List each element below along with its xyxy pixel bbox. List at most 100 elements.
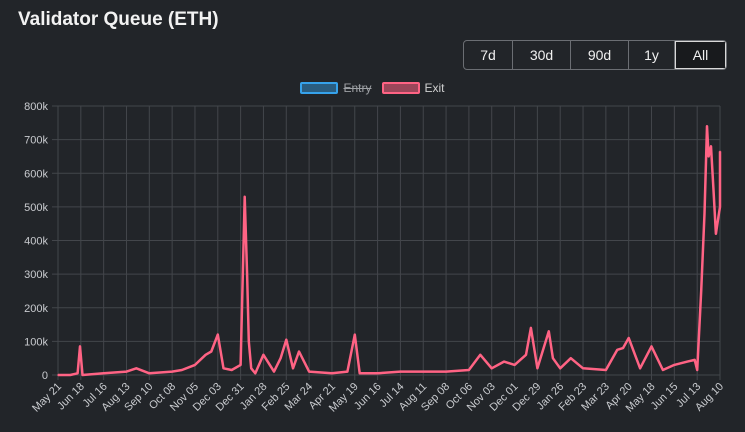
data-point-exit — [650, 345, 653, 348]
data-point-exit — [399, 370, 402, 373]
data-point-exit — [570, 357, 572, 360]
data-point-exit — [703, 212, 706, 215]
data-point-exit — [279, 357, 282, 360]
data-point-exit — [479, 354, 482, 356]
data-point-exit — [273, 370, 275, 373]
x-tick-label: May 21 — [30, 381, 64, 415]
data-point-exit — [530, 327, 532, 329]
data-point-exit — [346, 370, 349, 373]
data-point-exit — [331, 372, 333, 375]
data-point-exit — [686, 360, 689, 363]
range-1y-button[interactable]: 1y — [629, 41, 675, 69]
data-point-exit — [616, 349, 619, 351]
data-point-exit — [230, 369, 233, 371]
data-point-exit — [57, 374, 59, 376]
y-axis: 0 100k 200k 300k 400k 500k 600k 700k 800k — [24, 101, 48, 382]
data-point-exit — [102, 372, 105, 375]
data-point-exit — [445, 370, 447, 373]
data-point-exit — [285, 338, 288, 341]
chart-series — [57, 124, 722, 377]
legend-item-entry[interactable]: Entry — [300, 81, 372, 95]
y-tick-label: 400k — [24, 236, 48, 248]
data-point-exit — [706, 125, 708, 127]
data-point-exit — [79, 345, 81, 348]
data-point-exit — [217, 333, 219, 336]
y-tick-label: 700k — [24, 135, 48, 147]
data-point-exit — [696, 369, 698, 371]
data-point-exit — [627, 337, 630, 339]
data-point-exit — [468, 369, 470, 371]
data-point-exit — [210, 350, 213, 353]
data-point-exit — [239, 364, 242, 366]
data-point-exit — [81, 374, 84, 376]
data-point-exit — [715, 233, 717, 235]
data-point-exit — [503, 360, 505, 363]
data-point-exit — [622, 347, 624, 349]
chart-legend: Entry Exit — [0, 81, 745, 95]
data-point-exit — [662, 369, 664, 371]
y-tick-label: 600k — [24, 168, 48, 180]
data-point-exit — [171, 370, 173, 373]
data-point-exit — [262, 354, 265, 356]
data-point-exit — [673, 364, 676, 366]
data-point-exit — [135, 367, 138, 370]
legend-label-exit: Exit — [424, 81, 445, 95]
data-point-exit — [639, 367, 641, 370]
range-90d-button[interactable]: 90d — [571, 41, 629, 69]
data-point-exit — [582, 367, 584, 370]
data-point-exit — [693, 359, 696, 361]
data-point-exit — [254, 372, 257, 375]
data-point-exit — [710, 145, 712, 148]
data-point-exit — [125, 370, 128, 373]
data-point-exit — [181, 369, 183, 371]
data-point-exit — [298, 350, 300, 353]
chart-grid — [52, 105, 721, 380]
data-point-exit — [536, 367, 539, 370]
series-line-exit — [58, 124, 722, 377]
data-point-exit — [194, 364, 196, 366]
data-point-exit — [700, 290, 702, 292]
data-point-exit — [490, 367, 493, 370]
data-point-exit — [376, 372, 379, 375]
data-point-exit — [712, 189, 715, 191]
legend-label-entry: Entry — [343, 81, 372, 95]
data-point-exit — [204, 354, 207, 356]
data-point-exit — [69, 374, 71, 376]
data-point-exit — [76, 372, 79, 375]
legend-swatch-exit — [381, 82, 420, 94]
data-point-exit — [246, 273, 248, 275]
data-point-exit — [719, 206, 721, 208]
data-point-exit — [548, 330, 550, 333]
data-point-exit — [719, 150, 721, 153]
range-7d-button[interactable]: 7d — [464, 41, 513, 69]
legend-item-exit[interactable]: Exit — [381, 81, 445, 95]
y-tick-label: 300k — [24, 269, 48, 281]
data-point-exit — [243, 196, 246, 198]
data-point-exit — [222, 367, 225, 370]
data-point-exit — [422, 370, 425, 373]
y-tick-label: 500k — [24, 202, 48, 214]
range-30d-button[interactable]: 30d — [513, 41, 571, 69]
y-tick-label: 800k — [24, 101, 48, 113]
page-title: Validator Queue (ETH) — [18, 9, 219, 30]
range-all-button[interactable]: All — [675, 41, 726, 69]
data-point-exit — [354, 333, 356, 336]
data-point-exit — [525, 354, 527, 356]
time-range-selector: 7d 30d 90d 1y All — [463, 40, 727, 70]
legend-swatch-entry — [300, 82, 339, 94]
data-point-exit — [248, 340, 250, 343]
data-point-exit — [717, 216, 720, 218]
data-point-exit — [148, 372, 151, 375]
data-point-exit — [250, 367, 252, 370]
y-tick-label: 0 — [42, 370, 48, 382]
y-tick-label: 100k — [24, 336, 48, 348]
data-point-exit — [707, 155, 710, 158]
data-point-exit — [358, 372, 361, 375]
data-point-exit — [552, 357, 554, 360]
data-point-exit — [559, 367, 561, 370]
data-point-exit — [605, 369, 607, 371]
data-point-exit — [308, 370, 310, 373]
data-point-exit — [292, 367, 294, 370]
